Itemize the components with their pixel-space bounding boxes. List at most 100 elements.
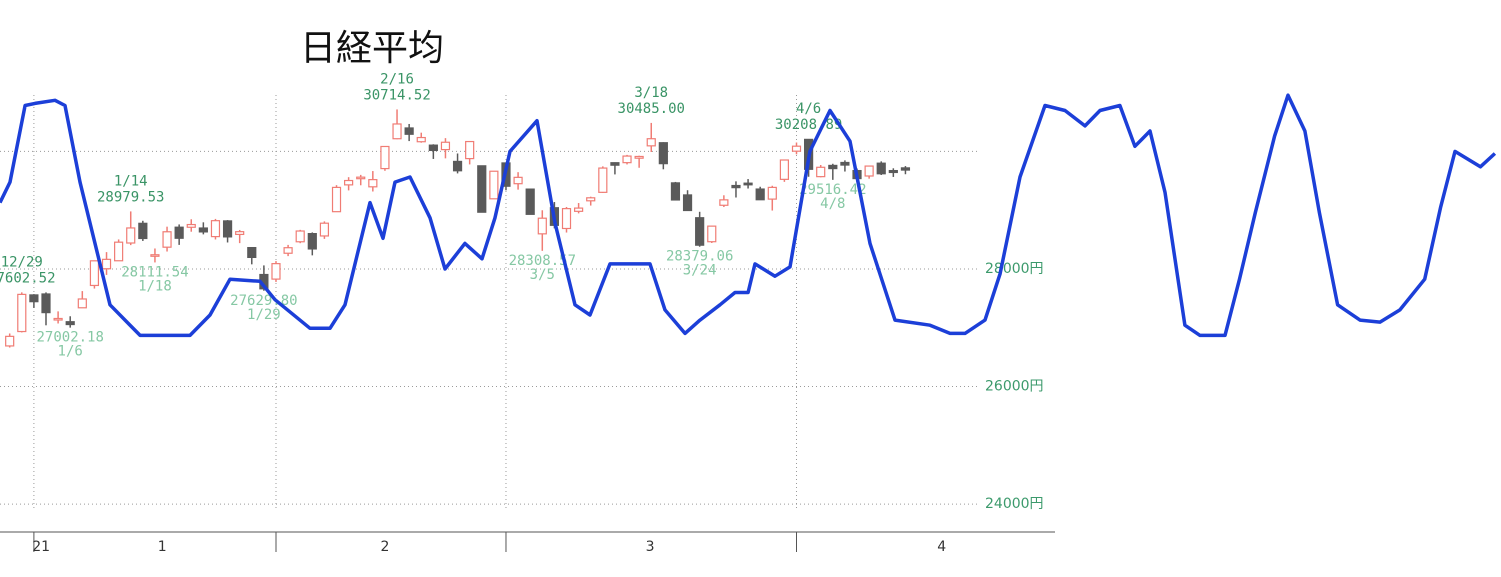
candle-body (574, 207, 584, 212)
candle-body (646, 138, 656, 147)
annotation: 2/16 (380, 71, 414, 87)
candle-body (222, 220, 233, 238)
candle-body (622, 155, 632, 164)
candle-body (452, 160, 463, 172)
candle-body (210, 220, 221, 238)
candle-body (888, 169, 898, 174)
candle-body (29, 294, 39, 303)
candle-body (150, 254, 160, 257)
candle-body (344, 179, 354, 186)
x-tick-label: 4 (937, 539, 946, 555)
candle-body (525, 188, 535, 215)
annotation: 30714.52 (363, 87, 430, 103)
x-tick-label: 2 (380, 539, 389, 555)
annotation: 3/18 (634, 85, 668, 101)
annotation: 1/29 (247, 307, 281, 323)
candle-body (816, 166, 826, 178)
candle-body (404, 127, 414, 135)
annotation: 29516.42 (799, 182, 866, 198)
candle-body (89, 260, 100, 287)
candle-body (53, 317, 63, 321)
annotation: 4/6 (796, 101, 821, 117)
candle-body (428, 144, 438, 152)
candle-body (101, 258, 112, 270)
annotation: 3/24 (683, 263, 717, 279)
candle-body (319, 222, 330, 237)
candle-body (307, 233, 317, 250)
candle-body (126, 227, 136, 244)
candle-body (41, 293, 51, 314)
candle-body (598, 167, 608, 193)
candle-body (561, 208, 572, 230)
candle-body (198, 227, 208, 233)
candle-body (5, 335, 15, 347)
candle-body (586, 197, 596, 202)
candle-body (283, 247, 293, 254)
candle-body (77, 298, 87, 309)
candle-body (743, 182, 753, 186)
candle-body (767, 186, 777, 200)
annotation: 3/5 (530, 267, 555, 283)
candle-body (682, 194, 693, 212)
candle-body (271, 263, 281, 280)
candle-body (162, 231, 172, 248)
candle-body (114, 241, 124, 262)
candle-body (186, 223, 196, 228)
candle-body (791, 145, 802, 152)
candle-body (731, 184, 741, 189)
x-tick-label: 21 (32, 539, 50, 555)
annotation: 27602.52 (0, 270, 56, 286)
candle-body (392, 123, 402, 140)
y-tick-label: 26000円 (985, 379, 1044, 395)
candle-body (174, 226, 184, 239)
annotation: 1/18 (138, 278, 172, 294)
annotation: 28379.06 (666, 249, 733, 265)
plot-area: 24000円 26000円 28000円 (0, 95, 1044, 512)
candle-body (356, 176, 366, 180)
y-tick-label: 28000円 (985, 261, 1044, 277)
candle-body (779, 159, 789, 180)
x-tick-label: 1 (158, 539, 167, 555)
candle-body (247, 246, 257, 259)
candle-body (840, 161, 850, 166)
candle-body (465, 140, 475, 160)
candle-body (707, 225, 717, 243)
annotation: 30485.00 (618, 101, 685, 117)
candle-body (658, 142, 668, 165)
annotation: 1/6 (58, 344, 83, 360)
candle-body (513, 176, 523, 185)
candle-body (755, 188, 765, 201)
chart-title: 日経平均 (300, 28, 444, 69)
candle-body (876, 162, 886, 175)
candle-body (368, 179, 378, 188)
candle-body (719, 199, 729, 206)
candle-body (235, 231, 245, 236)
candle-body (295, 230, 305, 243)
annotation: 12/29 (1, 254, 43, 270)
annotation: 1/14 (114, 173, 148, 189)
annotation: 28979.53 (97, 189, 164, 205)
candle-body (670, 182, 681, 201)
candle-body (440, 141, 451, 151)
y-tick-label: 24000円 (985, 496, 1044, 512)
annotation: 28308.57 (509, 253, 576, 269)
candle-body (331, 186, 342, 213)
candle-body (380, 145, 390, 170)
x-tick-label: 3 (646, 539, 655, 555)
candle-body (477, 165, 487, 213)
annotation: 28111.54 (121, 264, 188, 280)
candle-body (900, 167, 911, 171)
annotation: 27002.18 (36, 330, 103, 346)
candle-body (17, 293, 27, 333)
candle-body (416, 136, 426, 143)
candle-body (138, 222, 148, 240)
candle-body (634, 155, 644, 159)
candle-body (65, 321, 75, 326)
candle-body (610, 162, 620, 166)
annotation: 4/8 (820, 196, 845, 212)
candle-body (537, 217, 547, 235)
candle-body (695, 217, 705, 246)
candle-body (828, 164, 838, 170)
candle-body (489, 170, 499, 200)
